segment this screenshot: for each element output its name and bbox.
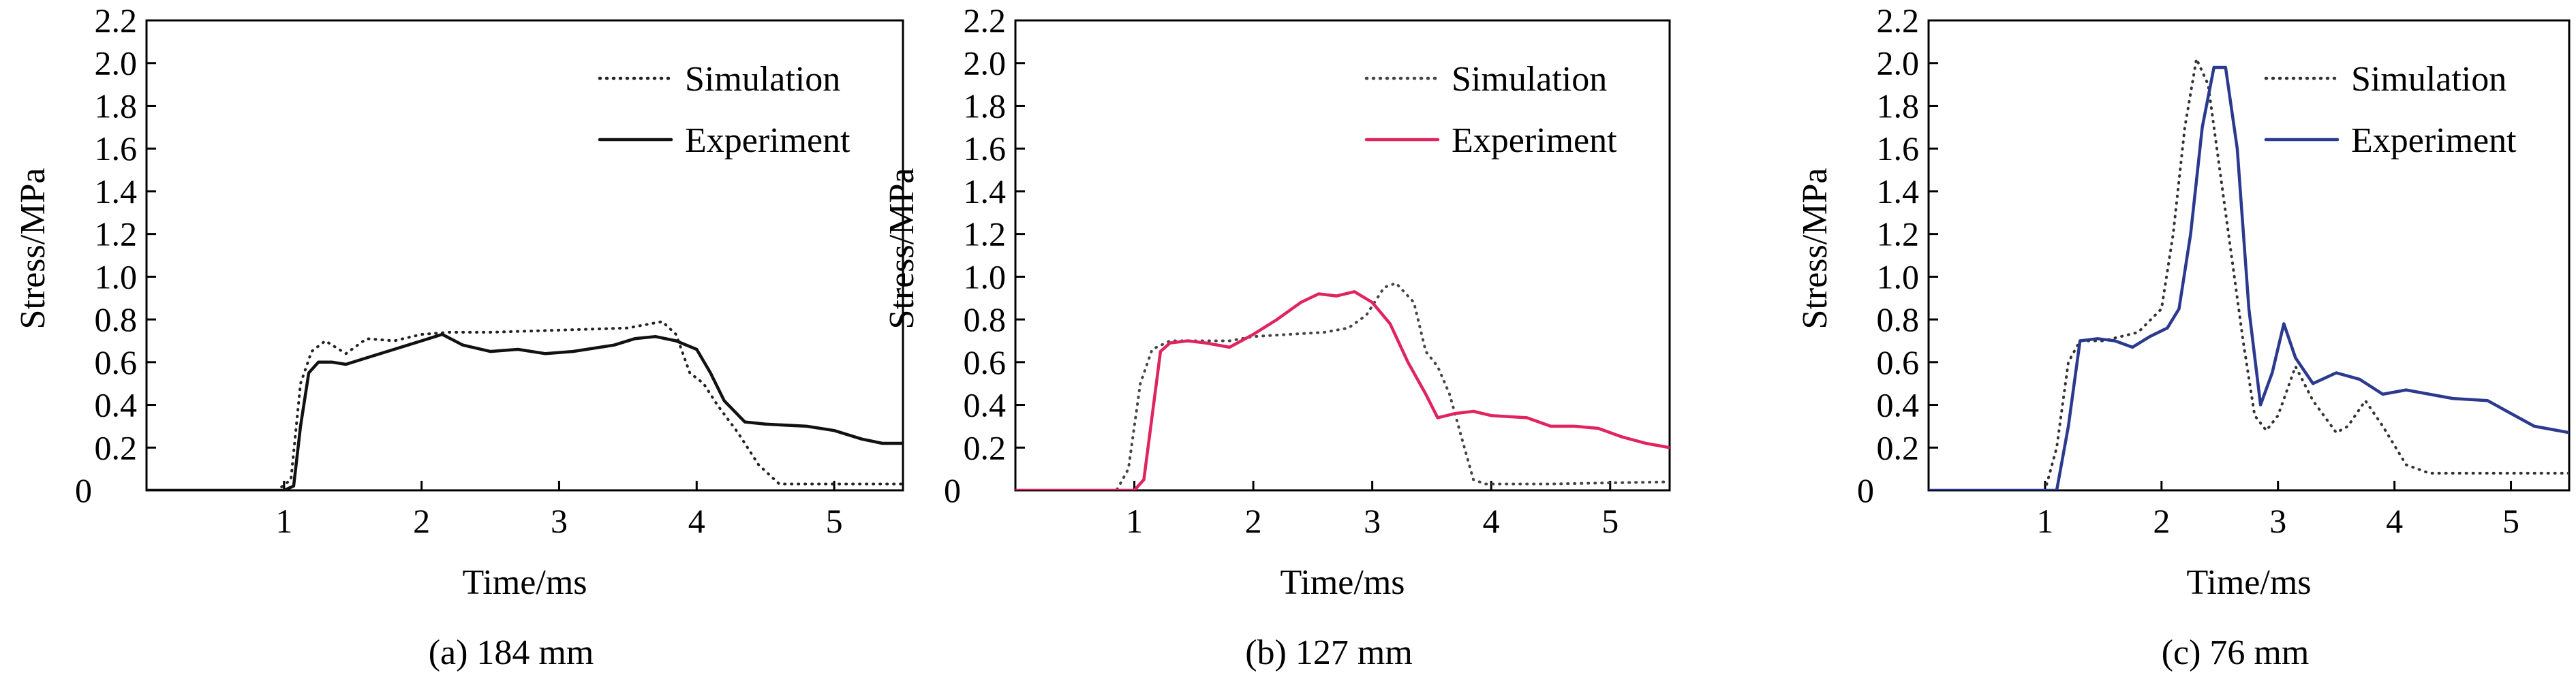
y-tick-label: 0.2 — [95, 428, 138, 466]
plot-frame — [1014, 19, 1671, 492]
y-origin-label: 0 — [75, 471, 92, 509]
y-tick-label: 0.4 — [964, 386, 1007, 424]
y-tick-label: 1.4 — [1877, 172, 1920, 210]
series-line-experiment — [1929, 65, 2569, 490]
x-tick-label: 1 — [2036, 502, 2053, 540]
y-tick-label: 0.6 — [964, 343, 1007, 381]
y-tick-label: 2.2 — [95, 1, 138, 39]
legend-label-experiment: Experiment — [1452, 121, 1617, 160]
series-line-simulation — [1929, 57, 2569, 490]
x-tick-label: 1 — [275, 502, 292, 540]
x-tick-label: 1 — [1126, 502, 1143, 540]
y-tick-label: 1.0 — [1877, 257, 1920, 296]
x-axis-label: Time/ms — [1280, 563, 1405, 602]
y-tick-label: 0.8 — [95, 300, 138, 338]
legend-label-simulation: Simulation — [685, 60, 840, 99]
y-axis-label: Stress/MPa — [14, 168, 52, 330]
x-tick-label: 5 — [826, 502, 843, 540]
y-tick-label: 1.8 — [1877, 86, 1920, 125]
y-tick-label: 1.8 — [95, 86, 138, 125]
y-origin-label: 0 — [944, 471, 961, 509]
y-tick-label: 1.2 — [95, 215, 138, 253]
panel-caption: (b) 127 mm — [1245, 633, 1413, 672]
legend-label-experiment: Experiment — [685, 121, 850, 160]
y-tick-label: 2.2 — [1877, 1, 1920, 39]
chart-panel-1: 0.2 0.4 0.6 0.8 1.0 1.2 1.4 1.6 1.8 2.0 2.2 0 1 2 3 4 5 T… — [883, 1, 1671, 672]
y-tick-label: 2.0 — [964, 44, 1007, 82]
y-tick-label: 1.4 — [964, 172, 1007, 210]
y-tick-label: 1.6 — [95, 129, 138, 168]
legend-label-simulation: Simulation — [1452, 60, 1607, 99]
y-tick-label: 0.2 — [964, 428, 1007, 466]
x-tick-label: 4 — [688, 502, 705, 540]
y-axis-label: Stress/MPa — [1796, 168, 1835, 330]
y-tick-label: 0.2 — [1877, 428, 1920, 466]
y-tick-label: 1.0 — [95, 257, 138, 296]
series-line-experiment — [147, 332, 903, 490]
chart-panel-2: 0.2 0.4 0.6 0.8 1.0 1.2 1.4 1.6 1.8 2.0 2.2 0 1 2 3 4 5 T… — [1796, 1, 2571, 672]
x-tick-label: 2 — [413, 502, 430, 540]
x-tick-label: 4 — [2386, 502, 2403, 540]
y-tick-label: 0.8 — [964, 300, 1007, 338]
y-tick-label: 1.0 — [964, 257, 1007, 296]
y-tick-label: 0.6 — [95, 343, 138, 381]
x-tick-label: 2 — [1245, 502, 1262, 540]
series-line-experiment — [1015, 290, 1670, 490]
y-tick-label: 2.2 — [964, 1, 1007, 39]
y-tick-label: 0.6 — [1877, 343, 1920, 381]
x-tick-label: 2 — [2153, 502, 2170, 540]
y-tick-label: 0.4 — [1877, 386, 1920, 424]
y-tick-label: 1.2 — [1877, 215, 1920, 253]
legend-label-experiment: Experiment — [2351, 121, 2517, 160]
plot-frame — [1927, 19, 2571, 492]
plot-frame — [145, 19, 904, 492]
chart-panel-0: 0.2 0.4 0.6 0.8 1.0 1.2 1.4 1.6 1.8 2.0 2.2 0 1 2 3 4 5 T… — [14, 1, 904, 672]
y-tick-label: 0.8 — [1877, 300, 1920, 338]
y-tick-label: 2.0 — [1877, 44, 1920, 82]
y-tick-label: 1.6 — [964, 129, 1007, 168]
x-tick-label: 4 — [1483, 502, 1500, 540]
legend-label-simulation: Simulation — [2351, 60, 2506, 99]
y-origin-label: 0 — [1857, 471, 1874, 509]
series-line-simulation — [1015, 281, 1670, 490]
x-axis-label: Time/ms — [2186, 563, 2311, 602]
y-tick-label: 2.0 — [95, 44, 138, 82]
y-tick-label: 1.4 — [95, 172, 138, 210]
x-axis-label: Time/ms — [462, 563, 587, 602]
y-tick-label: 1.6 — [1877, 129, 1920, 168]
y-tick-label: 1.2 — [964, 215, 1007, 253]
panel-caption: (a) 184 mm — [429, 633, 594, 672]
panel-caption: (c) 76 mm — [2162, 633, 2310, 672]
y-axis-label: Stress/MPa — [883, 168, 921, 330]
y-tick-label: 1.8 — [964, 86, 1007, 125]
x-tick-label: 3 — [1364, 502, 1381, 540]
x-tick-label: 3 — [2269, 502, 2286, 540]
x-tick-label: 5 — [1601, 502, 1619, 540]
series-line-simulation — [147, 320, 903, 490]
x-tick-label: 5 — [2502, 502, 2519, 540]
y-tick-label: 0.4 — [95, 386, 138, 424]
x-tick-label: 3 — [551, 502, 568, 540]
